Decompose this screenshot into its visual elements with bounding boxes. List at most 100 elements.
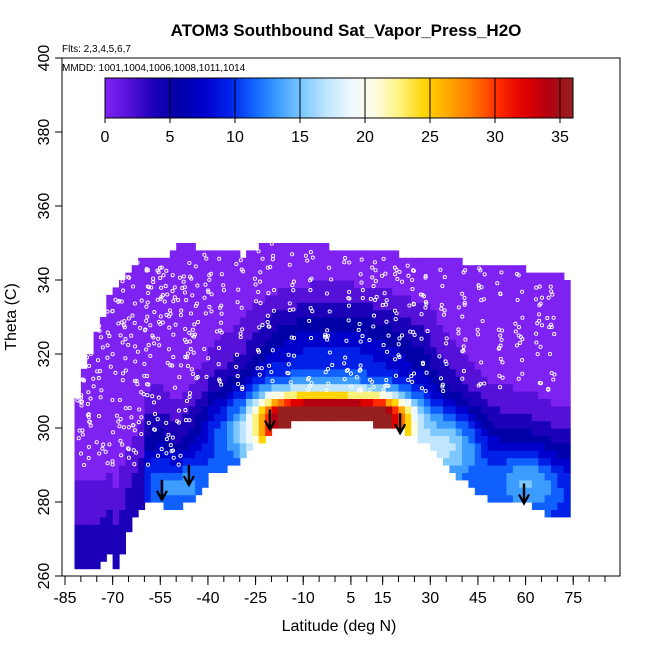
sample-point: [190, 371, 196, 377]
y-tick-label: 260: [36, 563, 53, 590]
heatmap-cell: [360, 405, 368, 414]
heatmap-cell: [315, 413, 323, 422]
heatmap-cell: [341, 287, 349, 296]
heatmap-cell: [233, 376, 241, 385]
sample-point: [185, 363, 191, 369]
heatmap-cell: [131, 317, 139, 325]
heatmap-cell: [525, 346, 533, 355]
heatmap-cell: [525, 324, 533, 333]
heatmap-cell: [487, 465, 495, 473]
sample-point: [187, 330, 192, 335]
sample-point: [155, 268, 160, 273]
heatmap-cell: [106, 346, 114, 355]
heatmap-cell: [423, 280, 431, 288]
heatmap-cell: [328, 405, 336, 414]
heatmap-cell: [176, 472, 184, 481]
heatmap-cell: [188, 280, 196, 288]
heatmap-cell: [398, 317, 406, 325]
heatmap-cell: [214, 442, 222, 451]
sample-point: [410, 286, 415, 292]
heatmap-cell: [423, 302, 431, 311]
sample-point: [443, 359, 448, 364]
heatmap-cell: [468, 376, 476, 385]
heatmap-cell: [462, 465, 470, 473]
heatmap-cell: [468, 479, 476, 488]
heatmap-cell: [144, 479, 152, 488]
heatmap-cell: [538, 435, 546, 444]
heatmap-cell: [462, 324, 470, 333]
heatmap-cell: [500, 331, 508, 340]
heatmap-cell: [474, 398, 482, 407]
heatmap-cell: [169, 450, 177, 459]
heatmap-cell: [195, 331, 203, 340]
heatmap-cell: [207, 383, 215, 392]
x-tick-label: 75: [564, 590, 582, 607]
heatmap-cell: [423, 435, 431, 444]
heatmap-cell: [411, 339, 419, 348]
heatmap-cell: [557, 361, 565, 370]
heatmap-cell: [315, 346, 323, 355]
heatmap-cell: [512, 272, 520, 281]
sample-point: [118, 333, 123, 338]
heatmap-cell: [99, 339, 107, 348]
heatmap-cell: [519, 435, 527, 444]
heatmap-cell: [487, 487, 495, 496]
heatmap-cell: [246, 302, 254, 311]
heatmap-cell: [493, 420, 501, 429]
heatmap-cell: [258, 317, 266, 325]
heatmap-cell: [506, 457, 514, 466]
heatmap-cell: [201, 361, 209, 370]
heatmap-cell: [284, 391, 292, 399]
heatmap-cell: [284, 287, 292, 296]
heatmap-cell: [176, 457, 184, 466]
sample-point: [546, 387, 551, 392]
heatmap-cell: [296, 250, 304, 259]
heatmap-cell: [131, 265, 139, 274]
heatmap-cell: [150, 265, 158, 274]
sample-point: [219, 330, 224, 335]
heatmap-cell: [284, 398, 292, 407]
heatmap-cell: [322, 250, 330, 259]
heatmap-cell: [373, 368, 381, 377]
heatmap-cell: [290, 391, 298, 399]
sample-points: [75, 241, 557, 468]
heatmap-cell: [360, 354, 368, 362]
heatmap-cell: [131, 272, 139, 281]
heatmap-cell: [519, 272, 527, 281]
sample-point: [126, 455, 131, 460]
heatmap-cell: [227, 376, 234, 385]
sample-point: [549, 324, 554, 330]
heatmap-cell: [417, 324, 425, 333]
sample-point: [257, 325, 262, 330]
heatmap-cell: [557, 287, 565, 296]
heatmap-cell: [74, 509, 82, 518]
heatmap-cell: [87, 465, 95, 473]
heatmap-cell: [563, 398, 571, 407]
heatmap-cell: [207, 413, 215, 422]
heatmap-cell: [227, 391, 234, 399]
sample-point: [94, 440, 99, 445]
sample-point: [537, 380, 542, 385]
heatmap-cell: [500, 361, 508, 370]
heatmap-cell: [506, 398, 514, 407]
heatmap-cell: [531, 428, 539, 436]
heatmap-cell: [144, 339, 152, 348]
heatmap-cell: [385, 413, 393, 422]
sample-point: [547, 351, 553, 357]
heatmap-cell: [341, 331, 349, 340]
sample-point: [166, 347, 172, 352]
heatmap-cell: [551, 391, 558, 399]
heatmap-cell: [322, 413, 330, 422]
heatmap-cell: [265, 257, 273, 266]
sample-point: [393, 272, 398, 277]
sample-point: [171, 246, 176, 251]
sample-point: [78, 451, 84, 456]
heatmap-cell: [341, 383, 349, 392]
heatmap-cell: [385, 405, 393, 414]
heatmap-cell: [144, 368, 152, 377]
heatmap-cell: [163, 442, 171, 451]
heatmap-cell: [99, 472, 107, 481]
heatmap-cell: [188, 383, 196, 392]
heatmap-cell: [233, 428, 241, 436]
heatmap-cell: [500, 398, 508, 407]
